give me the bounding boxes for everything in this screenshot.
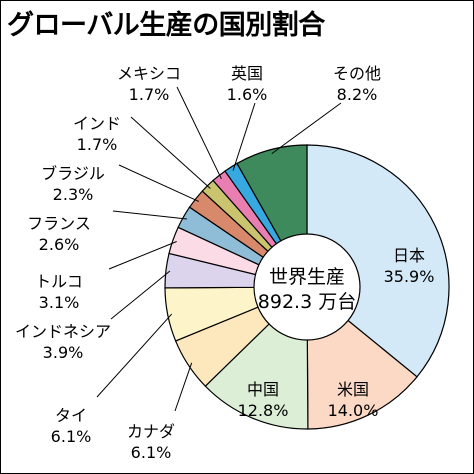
slice-label-name: カナダ [127, 422, 175, 441]
leader-line [96, 313, 173, 398]
slice-label-value: 1.6% [227, 85, 268, 104]
chart-title: グローバル生産の国別割合 [7, 10, 325, 41]
slice-label-value: 35.9% [384, 267, 435, 286]
slice-label-value: 3.1% [39, 293, 80, 312]
slice-label-name: タイ [55, 406, 87, 425]
slice-label-name: ブラジル [41, 164, 105, 183]
slice-label-value: 3.9% [43, 343, 84, 362]
slice-label-value: 6.1% [131, 443, 172, 462]
slice-label-name: フランス [27, 214, 91, 233]
slice-label-value: 14.0% [328, 401, 379, 420]
slice-label-value: 8.2% [337, 85, 378, 104]
slice-label-value: 2.3% [53, 185, 94, 204]
slice-label-value: 1.7% [129, 85, 170, 104]
leader-line [110, 270, 171, 320]
slice-label-name: インドネシア [15, 322, 111, 341]
leader-line [174, 362, 193, 412]
leader-line [176, 86, 222, 180]
donut-hole [253, 233, 361, 341]
slice-label-name: 中国 [247, 380, 279, 399]
slice-label-name: インド [73, 114, 121, 133]
slice-label-value: 1.7% [77, 135, 118, 154]
leader-line [108, 241, 177, 270]
leader-line [130, 116, 211, 189]
center-label-line-2: 892.3 万台 [258, 291, 356, 313]
slice-label-name: 英国 [231, 64, 263, 83]
slice-label-value: 12.8% [238, 401, 289, 420]
slice-label-value: 2.6% [39, 235, 80, 254]
pie-slice [306, 144, 450, 378]
slice-label-name: トルコ [35, 272, 83, 291]
slice-label-name: 米国 [337, 380, 369, 399]
leader-line [232, 102, 256, 171]
center-label-line-1: 世界生産 [269, 266, 345, 288]
leader-line [112, 210, 187, 220]
slice-label-value: 6.1% [51, 427, 92, 446]
slice-label-name: その他 [333, 64, 381, 83]
leader-line [271, 102, 342, 155]
slice-label-name: メキシコ [117, 64, 181, 83]
slice-label-name: 日本 [393, 246, 425, 265]
leader-line [118, 164, 200, 202]
